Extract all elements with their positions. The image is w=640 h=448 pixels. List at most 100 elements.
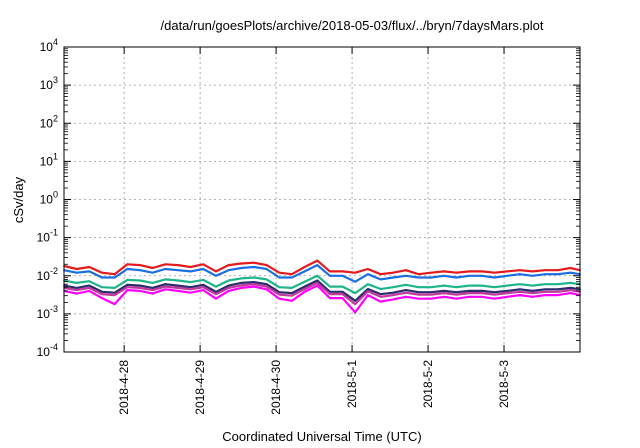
data-point — [215, 274, 217, 277]
data-point — [481, 292, 483, 294]
data-point — [329, 293, 331, 295]
data-point — [164, 268, 167, 270]
series-line-3 — [63, 274, 581, 295]
data-point — [240, 262, 243, 265]
data-point — [189, 270, 192, 273]
data-point — [316, 264, 319, 266]
data-point — [379, 293, 382, 295]
data-point — [303, 270, 306, 273]
data-point — [101, 271, 103, 274]
y-tick-label: 10-3 — [37, 304, 58, 321]
data-point — [88, 280, 91, 283]
data-point — [88, 284, 91, 287]
data-point — [367, 283, 369, 286]
data-point — [468, 292, 471, 294]
data-point — [113, 294, 116, 296]
data-point — [126, 283, 129, 286]
data-point — [291, 294, 293, 297]
data-point — [151, 292, 154, 295]
data-point — [75, 268, 78, 270]
data-point — [253, 285, 255, 288]
data-point — [227, 264, 230, 266]
data-point — [417, 291, 420, 294]
data-point — [556, 288, 559, 291]
data-point — [468, 290, 471, 292]
data-point — [101, 290, 103, 293]
data-point — [278, 297, 281, 300]
data-point — [493, 297, 496, 300]
data-point — [202, 263, 205, 266]
data-point — [468, 284, 471, 287]
data-point — [430, 286, 433, 289]
data-point — [139, 290, 141, 292]
data-point — [392, 276, 395, 279]
data-point — [227, 279, 230, 282]
data-point — [303, 280, 306, 283]
data-point — [506, 284, 509, 287]
data-point — [113, 303, 116, 305]
data-point — [519, 273, 521, 276]
data-point — [113, 276, 116, 279]
series-line-4 — [63, 279, 581, 302]
data-point — [519, 290, 521, 293]
data-point — [405, 269, 407, 272]
y-tick-label: 100 — [40, 190, 58, 207]
data-point — [556, 273, 559, 276]
data-point — [189, 266, 192, 268]
data-point — [531, 274, 534, 277]
data-point — [455, 271, 458, 274]
data-point — [354, 280, 357, 283]
data-point — [227, 284, 230, 287]
data-point — [468, 295, 471, 298]
data-point — [151, 287, 154, 289]
data-point — [164, 285, 167, 288]
data-point — [506, 274, 509, 277]
data-point — [556, 269, 559, 272]
data-point — [265, 278, 268, 281]
data-point — [88, 290, 91, 292]
data-point — [417, 276, 420, 279]
data-point — [253, 266, 255, 268]
data-point — [151, 282, 154, 284]
data-point — [329, 297, 331, 299]
y-axis: 10-4 10-3 10-2 10-1 100 101 102 103 104 — [37, 37, 580, 359]
data-point — [303, 266, 306, 268]
data-point — [240, 277, 243, 280]
data-point — [278, 271, 281, 274]
data-point — [139, 287, 141, 289]
data-point — [278, 276, 281, 279]
data-point — [405, 295, 407, 298]
data-point — [227, 287, 230, 289]
plot-area — [63, 259, 581, 314]
data-point — [379, 278, 382, 281]
data-point — [139, 269, 141, 272]
data-point — [189, 281, 192, 283]
data-point — [265, 283, 268, 286]
data-point — [189, 286, 192, 289]
data-point — [443, 274, 445, 277]
data-point — [177, 269, 179, 272]
data-point — [278, 286, 281, 289]
plot-frame — [63, 46, 581, 353]
y-tick-label: 101 — [40, 151, 58, 168]
data-point — [443, 295, 445, 298]
data-point — [202, 283, 205, 286]
data-point — [430, 291, 433, 294]
data-point — [139, 264, 141, 266]
data-point — [354, 292, 357, 294]
data-point — [202, 268, 205, 270]
data-point — [569, 289, 572, 291]
data-point — [88, 287, 91, 289]
data-point — [481, 270, 483, 273]
data-point — [75, 289, 78, 291]
data-point — [443, 290, 445, 292]
data-point — [291, 299, 293, 302]
data-point — [316, 274, 319, 277]
data-point — [215, 290, 217, 293]
data-point — [291, 273, 293, 276]
data-point — [265, 288, 268, 291]
data-point — [519, 294, 521, 296]
data-point — [379, 295, 382, 298]
data-point — [215, 297, 217, 300]
data-point — [455, 293, 458, 296]
